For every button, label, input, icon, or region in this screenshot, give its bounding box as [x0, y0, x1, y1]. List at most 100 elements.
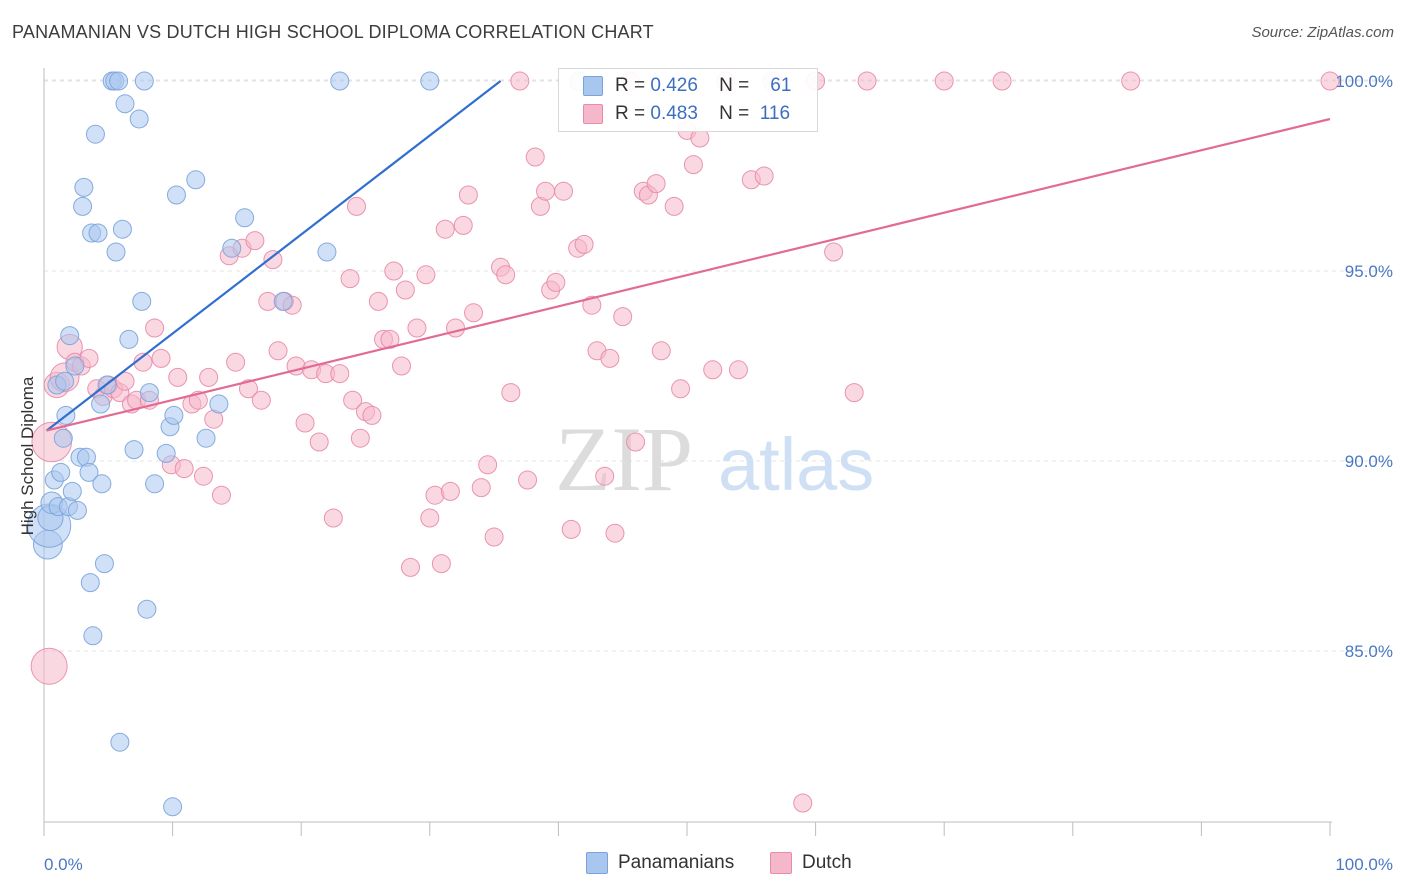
dutch-point [554, 181, 574, 201]
dutch-point [496, 265, 516, 285]
stats-legend: R = 0.426 N = 61 R = 0.483 N = 116 [558, 68, 818, 132]
panamanian-point [62, 481, 82, 501]
chart-title: PANAMANIAN VS DUTCH HIGH SCHOOL DIPLOMA … [12, 22, 654, 42]
dutch-point [309, 432, 329, 452]
dutch-point [226, 352, 246, 372]
panamanian-point [85, 124, 105, 144]
panamanian-point [124, 440, 144, 460]
dutch-point [268, 341, 288, 361]
panamanian-point [88, 223, 108, 243]
dutch-point [1320, 71, 1340, 91]
n-value: 61 [770, 75, 792, 96]
dutch-point [484, 527, 504, 547]
panamanian-points [27, 71, 589, 817]
panamanian-trend-line [45, 80, 502, 432]
panamanian-point [273, 291, 293, 311]
dutch-point [600, 348, 620, 368]
panamanian-point [73, 196, 93, 216]
panamanian-point [51, 462, 71, 482]
panamanian-point [134, 71, 154, 91]
panamanian-point [106, 242, 126, 262]
dutch-point [295, 413, 315, 433]
dutch-point [30, 647, 68, 685]
blue-swatch [583, 76, 603, 96]
dutch-point [251, 390, 271, 410]
dutch-point [595, 466, 615, 486]
dutch-point [245, 231, 265, 251]
dutch-point [510, 71, 530, 91]
dutch-point [145, 318, 165, 338]
dutch-point [824, 242, 844, 262]
panamanian-point [53, 428, 73, 448]
panamanian-point [156, 443, 176, 463]
pink-swatch [770, 852, 792, 874]
watermark: ZIP atlas [555, 408, 874, 510]
panamanian-point [186, 170, 206, 190]
dutch-point [431, 554, 451, 574]
dutch-point [646, 174, 666, 194]
dutch-trend-line [46, 117, 1331, 432]
dutch-point [350, 428, 370, 448]
dutch-point [392, 356, 412, 376]
dutch-point [323, 508, 343, 528]
dutch-point [518, 470, 538, 490]
trend-lines [45, 80, 1331, 432]
legend-item-panamanians[interactable]: Panamanians [586, 852, 734, 874]
dutch-point [151, 348, 171, 368]
panamanian-point [119, 329, 139, 349]
dutch-point [992, 71, 1012, 91]
series-legend: Panamanians Dutch [0, 852, 1406, 878]
dutch-point [605, 523, 625, 543]
dutch-point [934, 71, 954, 91]
dutch-point [380, 329, 400, 349]
legend-item-dutch[interactable]: Dutch [770, 852, 852, 874]
panamanian-point [209, 394, 229, 414]
dutch-point [1121, 71, 1141, 91]
n-label: N = [719, 75, 750, 96]
panamanian-point [164, 405, 184, 425]
dutch-point [754, 166, 774, 186]
panamanian-point [132, 291, 152, 311]
x-tick-label-min: 0.0% [44, 855, 83, 874]
panamanian-point [145, 474, 165, 494]
source-credit: Source: ZipAtlas.com [1251, 24, 1394, 41]
y-tick-label: 100.0% [1335, 72, 1393, 91]
panamanian-point [92, 474, 112, 494]
dutch-point [238, 379, 258, 399]
dutch-point [168, 367, 188, 387]
panamanian-point [115, 94, 135, 114]
panamanian-point [110, 732, 130, 752]
r-label: R = [615, 103, 646, 124]
n-value: 116 [759, 103, 791, 124]
panamanian-point [129, 109, 149, 129]
dutch-point [574, 234, 594, 254]
dutch-point [525, 147, 545, 167]
dutch-point [407, 318, 427, 338]
pink-swatch [583, 104, 603, 124]
dutch-point [478, 455, 498, 475]
n-label: N = [719, 103, 750, 124]
y-tick-label: 90.0% [1345, 452, 1393, 471]
x-tick-label-max: 100.0% [1335, 855, 1393, 874]
dutch-point [420, 508, 440, 528]
panamanian-point [196, 428, 216, 448]
panamanian-point [94, 554, 114, 574]
dutch-point [793, 793, 813, 813]
dutch-point [440, 481, 460, 501]
panamanian-point [83, 626, 103, 646]
dutch-point [401, 557, 421, 577]
legend-label: Dutch [802, 852, 852, 873]
dutch-point [501, 383, 521, 403]
panamanian-point [317, 242, 337, 262]
dutch-point [464, 303, 484, 323]
dutch-point [368, 291, 388, 311]
panamanian-point [163, 797, 183, 817]
panamanian-point [60, 326, 80, 346]
y-tick-labels: 85.0% 90.0% 95.0% 100.0% [1335, 72, 1393, 661]
panamanian-point [79, 462, 99, 482]
y-axis-label: High School Diploma [18, 376, 37, 535]
dutch-point [671, 379, 691, 399]
r-value: 0.426 [650, 75, 698, 96]
dutch-point [728, 360, 748, 380]
watermark-atlas: atlas [718, 423, 874, 506]
